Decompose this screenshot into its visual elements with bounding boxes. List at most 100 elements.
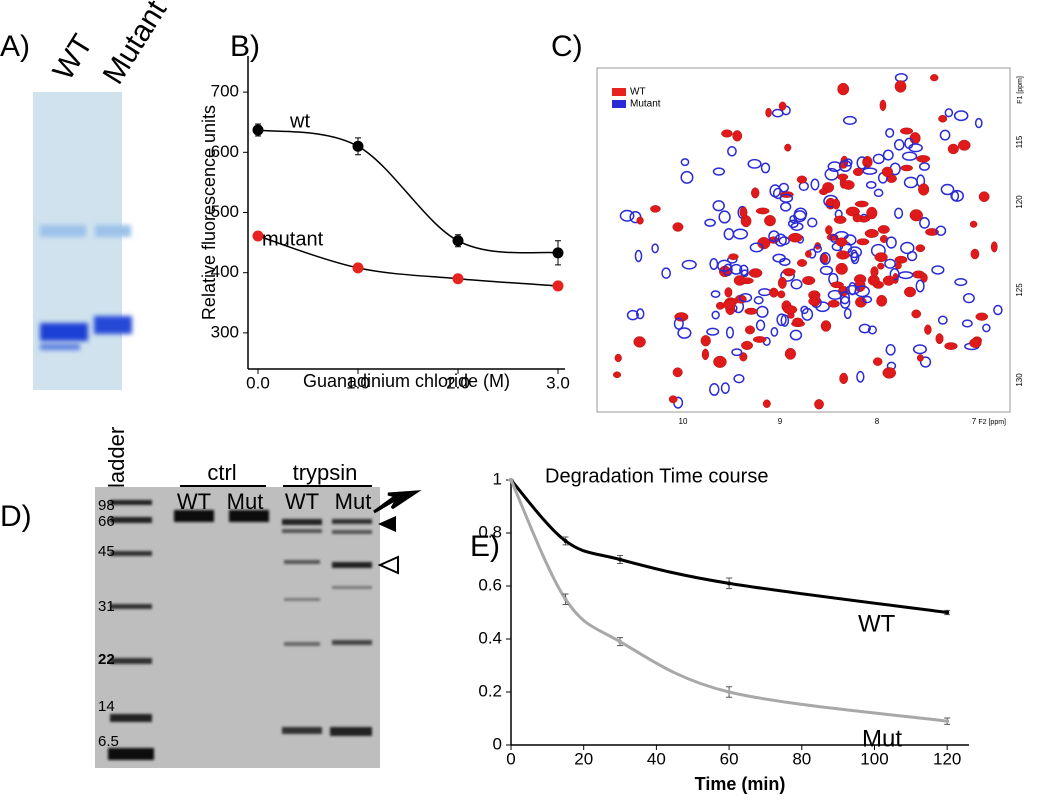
nmr-peak bbox=[787, 219, 799, 229]
y-tick-label: 300 bbox=[211, 322, 239, 341]
nmr-peak bbox=[837, 82, 850, 96]
nmr-peak bbox=[824, 167, 839, 181]
nmr-peak bbox=[796, 175, 808, 184]
nmr-peak bbox=[915, 279, 925, 293]
nmr-peak bbox=[718, 210, 731, 224]
nmr-peak bbox=[954, 278, 968, 287]
lane-label: WT bbox=[177, 489, 211, 514]
nmr-peak bbox=[704, 218, 716, 227]
band bbox=[110, 714, 152, 722]
nmr-peak bbox=[713, 355, 727, 368]
nmr-peak bbox=[805, 250, 812, 258]
nmr-peak bbox=[930, 74, 939, 82]
band bbox=[40, 344, 80, 350]
nmr-peak bbox=[789, 215, 798, 224]
band bbox=[332, 640, 372, 645]
x-tick-label: 2.0 bbox=[446, 373, 470, 392]
nmr-peak bbox=[894, 80, 907, 93]
nmr-peak bbox=[779, 193, 794, 203]
x-axis-label: Time (min) bbox=[695, 774, 786, 794]
nmr-peak bbox=[835, 237, 848, 247]
nmr-peak bbox=[722, 263, 733, 277]
nmr-peak bbox=[885, 343, 896, 356]
marker-label: 66 bbox=[98, 513, 115, 530]
nmr-peak bbox=[862, 167, 878, 175]
nmr-peak bbox=[815, 301, 830, 313]
nmr-peak bbox=[835, 262, 848, 275]
nmr-peak bbox=[853, 167, 864, 177]
nmr-peak bbox=[819, 188, 829, 196]
data-point bbox=[252, 124, 264, 136]
nmr-peak bbox=[738, 292, 753, 303]
nmr-peak bbox=[839, 372, 849, 385]
nmr-peak bbox=[672, 222, 684, 232]
nmr-peak bbox=[723, 299, 736, 310]
band bbox=[332, 519, 372, 524]
nmr-peak bbox=[777, 276, 787, 289]
series-label: Mut bbox=[862, 725, 902, 752]
nmr-y-label: F1 [ppm] bbox=[1017, 76, 1024, 104]
lane-label: Mut bbox=[335, 489, 372, 514]
x-tick-label: 100 bbox=[860, 749, 888, 768]
nmr-peak bbox=[906, 250, 918, 262]
nmr-peak bbox=[724, 287, 733, 298]
nmr-peak bbox=[915, 244, 926, 253]
data-point bbox=[252, 230, 264, 242]
nmr-peak bbox=[962, 293, 975, 304]
band bbox=[40, 323, 88, 341]
nmr-peak bbox=[755, 207, 770, 215]
nmr-y-tick: 120 bbox=[1015, 195, 1024, 209]
nmr-peak bbox=[944, 108, 954, 118]
nmr-peak bbox=[650, 205, 661, 213]
nmr-peak bbox=[912, 344, 928, 355]
band bbox=[110, 500, 152, 505]
nmr-peak bbox=[784, 347, 796, 360]
nmr-peak bbox=[701, 348, 710, 361]
series-label: WT bbox=[858, 610, 896, 637]
nmr-peak bbox=[739, 206, 748, 218]
y-tick-label: 0.8 bbox=[478, 522, 502, 541]
nmr-y-tick: 115 bbox=[1015, 135, 1024, 148]
gel bbox=[95, 487, 380, 768]
nmr-peak bbox=[732, 228, 749, 240]
nmr-peak bbox=[833, 215, 847, 224]
nmr-peak bbox=[842, 115, 857, 125]
data-point bbox=[552, 280, 564, 292]
nmr-peak bbox=[681, 259, 697, 270]
nmr-peak bbox=[919, 356, 932, 368]
nmr-peak bbox=[839, 295, 851, 309]
nmr-peak bbox=[801, 307, 814, 321]
nmr-peak bbox=[975, 312, 989, 321]
band bbox=[332, 586, 372, 589]
nmr-peak bbox=[947, 143, 959, 155]
panel-label: E) bbox=[470, 530, 500, 563]
nmr-peak bbox=[894, 261, 902, 270]
nmr-peak bbox=[788, 232, 803, 243]
nmr-peak bbox=[730, 263, 743, 275]
nmr-peak bbox=[709, 382, 720, 396]
nmr-peak bbox=[739, 264, 749, 277]
nmr-peak bbox=[728, 253, 739, 261]
x-tick-label: 120 bbox=[933, 749, 961, 768]
nmr-peak bbox=[680, 170, 694, 184]
band bbox=[110, 517, 152, 523]
nmr-peak bbox=[712, 200, 725, 212]
data-point bbox=[352, 262, 364, 274]
nmr-peak bbox=[808, 297, 819, 306]
nmr-peak bbox=[790, 278, 803, 290]
nmr-peak bbox=[825, 225, 833, 235]
marker-label: 14 bbox=[98, 698, 115, 715]
nmr-peak bbox=[772, 253, 786, 263]
x-tick-label: 60 bbox=[720, 749, 739, 768]
group-label: ctrl bbox=[207, 460, 236, 485]
nmr-peak bbox=[764, 215, 776, 227]
nmr-peak bbox=[752, 336, 767, 343]
data-point bbox=[945, 610, 950, 615]
lane-label: WT bbox=[47, 29, 100, 86]
y-tick-label: 600 bbox=[211, 142, 239, 161]
nmr-peak bbox=[672, 367, 683, 378]
nmr-peak bbox=[820, 320, 832, 332]
nmr-peak bbox=[978, 191, 990, 203]
nmr-peak bbox=[951, 190, 960, 202]
